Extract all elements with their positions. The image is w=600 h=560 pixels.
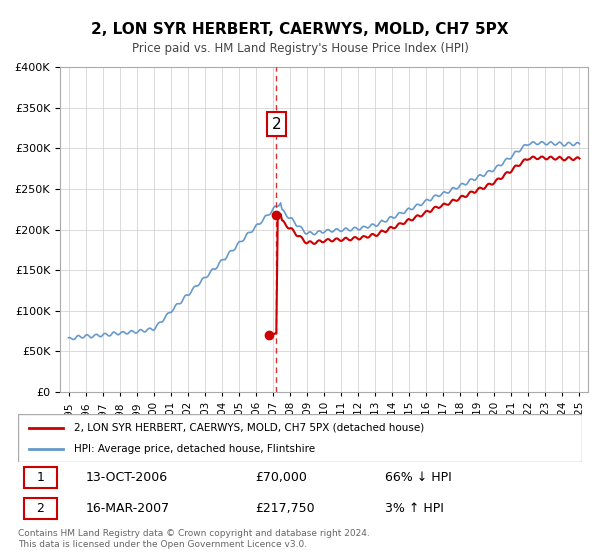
Text: HPI: Average price, detached house, Flintshire: HPI: Average price, detached house, Flin…: [74, 444, 316, 454]
Text: 2: 2: [37, 502, 44, 515]
Text: £70,000: £70,000: [255, 471, 307, 484]
Text: Contains HM Land Registry data © Crown copyright and database right 2024.
This d: Contains HM Land Registry data © Crown c…: [18, 529, 370, 549]
Text: 13-OCT-2006: 13-OCT-2006: [86, 471, 168, 484]
Text: 2, LON SYR HERBERT, CAERWYS, MOLD, CH7 5PX: 2, LON SYR HERBERT, CAERWYS, MOLD, CH7 5…: [91, 22, 509, 38]
Text: 2, LON SYR HERBERT, CAERWYS, MOLD, CH7 5PX (detached house): 2, LON SYR HERBERT, CAERWYS, MOLD, CH7 5…: [74, 423, 425, 433]
Text: 66% ↓ HPI: 66% ↓ HPI: [385, 471, 451, 484]
Text: 1: 1: [37, 471, 44, 484]
FancyBboxPatch shape: [23, 498, 58, 520]
Text: £217,750: £217,750: [255, 502, 314, 515]
Text: 16-MAR-2007: 16-MAR-2007: [86, 502, 170, 515]
Text: 2: 2: [271, 116, 281, 132]
FancyBboxPatch shape: [23, 467, 58, 488]
FancyBboxPatch shape: [18, 414, 582, 462]
Text: Price paid vs. HM Land Registry's House Price Index (HPI): Price paid vs. HM Land Registry's House …: [131, 42, 469, 55]
Text: 3% ↑ HPI: 3% ↑ HPI: [385, 502, 443, 515]
